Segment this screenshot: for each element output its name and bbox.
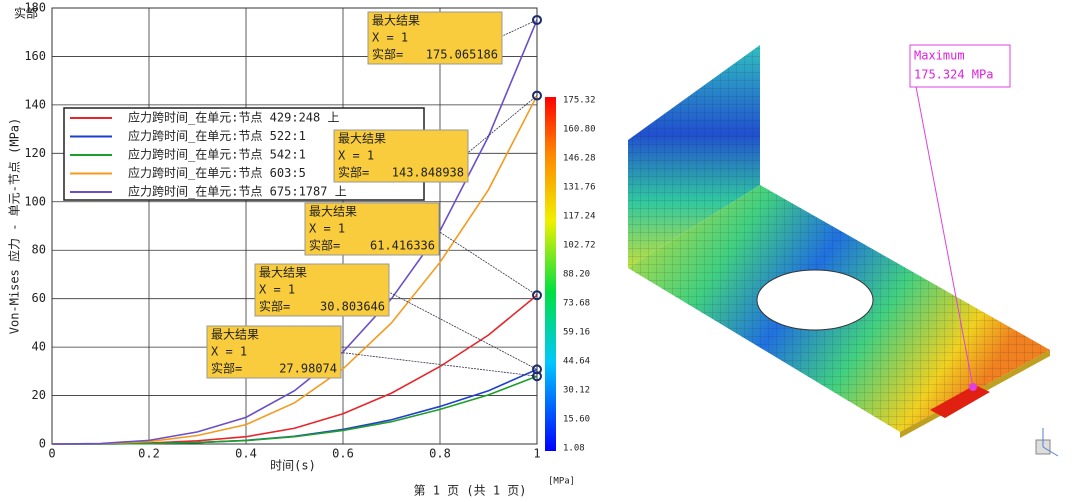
wall-mesh xyxy=(628,45,760,268)
series-line xyxy=(51,95,538,445)
annotation-box xyxy=(304,202,440,256)
annotation-title: 最大结果 xyxy=(372,14,420,28)
colorbar-label: 131.76 xyxy=(563,183,596,193)
annotation-value: 61.416336 xyxy=(370,239,435,253)
y-tick-label: 20 xyxy=(32,388,46,402)
x-axis-label: 时间(s) xyxy=(270,459,316,473)
triad xyxy=(1035,428,1059,457)
annotation-leader xyxy=(497,19,538,39)
annotation-text: 实部= xyxy=(338,165,369,180)
annotation-x: X = 1 xyxy=(338,149,374,163)
x-tick-label: 0.4 xyxy=(235,447,257,461)
colorbar xyxy=(545,97,556,451)
annotation-value: 175.065186 xyxy=(426,48,498,62)
colorbar-label: 1.08 xyxy=(563,444,585,454)
annotation-box xyxy=(367,11,503,65)
hole xyxy=(756,269,874,331)
colorbar-label: 73.68 xyxy=(563,299,590,309)
colorbar-label: 30.12 xyxy=(563,386,590,396)
annotation-text: 实部= xyxy=(372,47,403,62)
annotation-leader xyxy=(434,228,538,296)
annotation-value: 143.848938 xyxy=(392,166,464,180)
max-marker xyxy=(532,90,542,101)
y-tick-label: 160 xyxy=(24,49,46,63)
y-tick-label: 100 xyxy=(24,194,46,208)
annotation-text: 实部= xyxy=(211,361,242,376)
annotation: 最大结果 X = 1 实部= 27.98074 xyxy=(206,325,538,379)
colorbar-unit: [MPa] xyxy=(548,477,575,487)
y-tick-label: 140 xyxy=(24,97,46,111)
annotation-title: 最大结果 xyxy=(211,328,259,342)
y-tick-label: 60 xyxy=(32,291,46,305)
x-tick-label: 1 xyxy=(533,447,540,461)
y-tick-label: 80 xyxy=(32,243,46,257)
y-tick-label: 40 xyxy=(32,340,46,354)
annotation-x: X = 1 xyxy=(372,31,408,45)
colorbar-label: 88.20 xyxy=(563,270,590,280)
legend-label: 应力跨时间_在单元:节点 675:1787 上 xyxy=(128,184,347,199)
colorbar-label: 102.72 xyxy=(563,241,596,251)
x-tick-label: 0 xyxy=(48,447,55,461)
footer: 第 1 页 (共 1 页) xyxy=(413,484,526,498)
max-label: Maximum xyxy=(914,49,965,63)
max-point xyxy=(969,383,977,391)
annotation: 最大结果 X = 1 实部= 30.803646 xyxy=(254,263,538,370)
annotation-leader xyxy=(463,95,538,157)
annotation-title: 最大结果 xyxy=(309,205,357,219)
legend-label: 应力跨时间_在单元:节点 542:1 xyxy=(128,147,306,162)
annotation-title: 最大结果 xyxy=(259,266,307,280)
series-line xyxy=(51,19,538,445)
x-tick-label: 0.2 xyxy=(138,447,160,461)
legend-label: 应力跨时间_在单元:节点 603:5 xyxy=(128,165,306,180)
annotation-box xyxy=(333,129,469,183)
hot-spot xyxy=(930,385,990,418)
x-tick-label: 0.6 xyxy=(332,447,354,461)
series-line xyxy=(52,375,538,445)
max-value: 175.324 MPa xyxy=(914,68,993,82)
annotation: 最大结果 X = 1 实部= 61.416336 xyxy=(304,202,538,296)
plot-frame xyxy=(51,7,538,445)
annotation: 最大结果 X = 1 实部= 143.848938 xyxy=(333,95,538,183)
annotation-text: 实部= xyxy=(309,238,340,253)
max-marker xyxy=(532,290,542,301)
max-box xyxy=(909,44,1011,88)
annotation-x: X = 1 xyxy=(259,283,295,297)
y-axis-label: Von-Mises 应力 - 单元-节点 (MPa) xyxy=(7,118,22,335)
colorbar-label: 59.16 xyxy=(563,328,590,338)
max-marker xyxy=(532,364,542,375)
max-marker xyxy=(532,371,542,382)
annotation-leader xyxy=(336,351,538,377)
fea-model: Maximum 175.324 MPa xyxy=(628,44,1059,457)
colorbar-label: 146.28 xyxy=(563,154,596,164)
annotation-box xyxy=(206,325,342,379)
y-tick-label: 180 xyxy=(24,1,46,15)
annotation-value: 27.98074 xyxy=(279,362,337,376)
annotation-box xyxy=(254,263,390,317)
x-tick-label: 0.8 xyxy=(429,447,451,461)
y-tick-label: 0 xyxy=(39,437,46,451)
legend-label: 应力跨时间_在单元:节点 522:1 xyxy=(128,128,306,143)
annotation: 最大结果 X = 1 实部= 175.065186 xyxy=(367,11,538,65)
max-marker xyxy=(532,14,542,25)
legend-label: 应力跨时间_在单元:节点 429:248 上 xyxy=(128,110,339,125)
annotation-leader xyxy=(384,289,538,370)
colorbar-label: 175.32 xyxy=(563,96,596,106)
y-tick-label: 120 xyxy=(24,146,46,160)
annotation-text: 实部= xyxy=(259,299,290,314)
colorbar-label: 117.24 xyxy=(563,212,596,222)
annotation-value: 30.803646 xyxy=(320,300,385,314)
colorbar-label: 160.80 xyxy=(563,125,596,135)
colorbar-label: 44.64 xyxy=(563,357,590,367)
corner-label: 实部 xyxy=(14,6,38,21)
annotation-x: X = 1 xyxy=(309,222,345,236)
annotation-x: X = 1 xyxy=(211,345,247,359)
max-leader xyxy=(909,54,974,388)
series-line xyxy=(52,368,538,445)
annotation-title: 最大结果 xyxy=(338,132,386,146)
colorbar-label: 15.60 xyxy=(563,415,590,425)
